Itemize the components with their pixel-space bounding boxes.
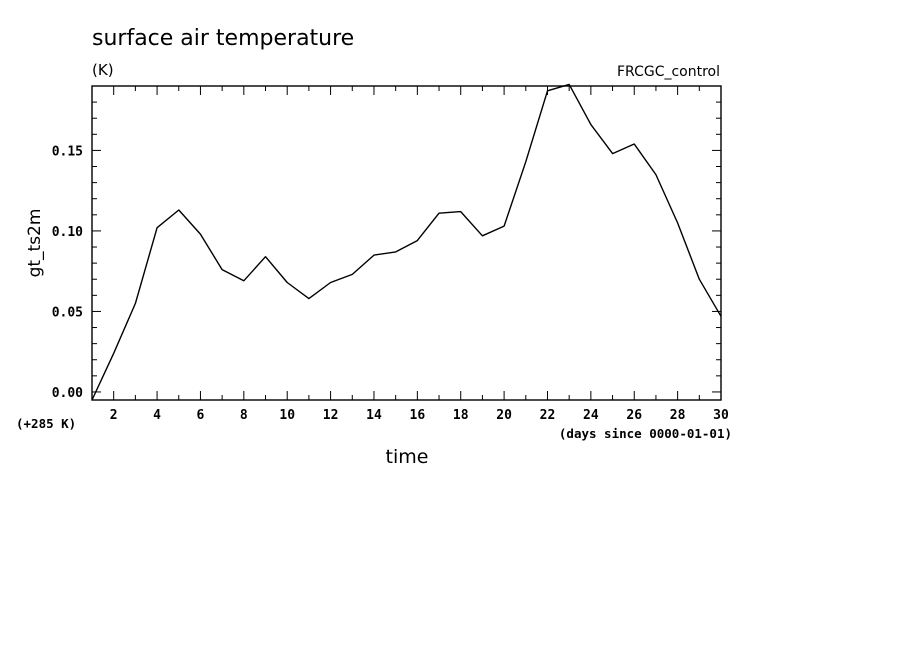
x-units-label: (days since 0000-01-01): [559, 426, 732, 441]
tick-label: 12: [323, 408, 339, 423]
x-axis-label: time: [386, 446, 429, 468]
axis-ticks: [91, 85, 722, 400]
tick-label: 14: [366, 408, 382, 423]
tick-labels: 2 4 6 8 10 12 14 16 18 20 22 24 26 28 300.000.050.100.…: [52, 144, 729, 423]
tick-label: 8: [240, 408, 248, 423]
tick-label: 2: [110, 408, 118, 423]
tick-label: 16: [410, 408, 426, 423]
y-offset-label: (+285 K): [16, 416, 76, 431]
tick-label: 24: [583, 408, 599, 423]
tick-label: 6: [197, 408, 205, 423]
tick-label: 4: [153, 408, 161, 423]
tick-label: 20: [496, 408, 512, 423]
tick-label: 18: [453, 408, 469, 423]
tick-label: 0.00: [52, 386, 83, 401]
experiment-label: FRCGC_control: [617, 64, 720, 80]
tick-label: 0.10: [52, 225, 83, 240]
tick-label: 10: [279, 408, 295, 423]
tick-label: 26: [626, 408, 642, 423]
plot-frame: [91, 85, 722, 401]
series-line: [91, 83, 722, 401]
units-label: (K): [92, 61, 114, 79]
tick-label: 0.15: [52, 144, 83, 159]
chart-title: surface air temperature: [92, 26, 354, 51]
tick-label: 30: [713, 408, 729, 423]
tick-label: 0.05: [52, 305, 83, 320]
y-axis-label: gt_ts2m: [25, 209, 45, 278]
tick-label: 28: [670, 408, 686, 423]
tick-label: 22: [540, 408, 556, 423]
